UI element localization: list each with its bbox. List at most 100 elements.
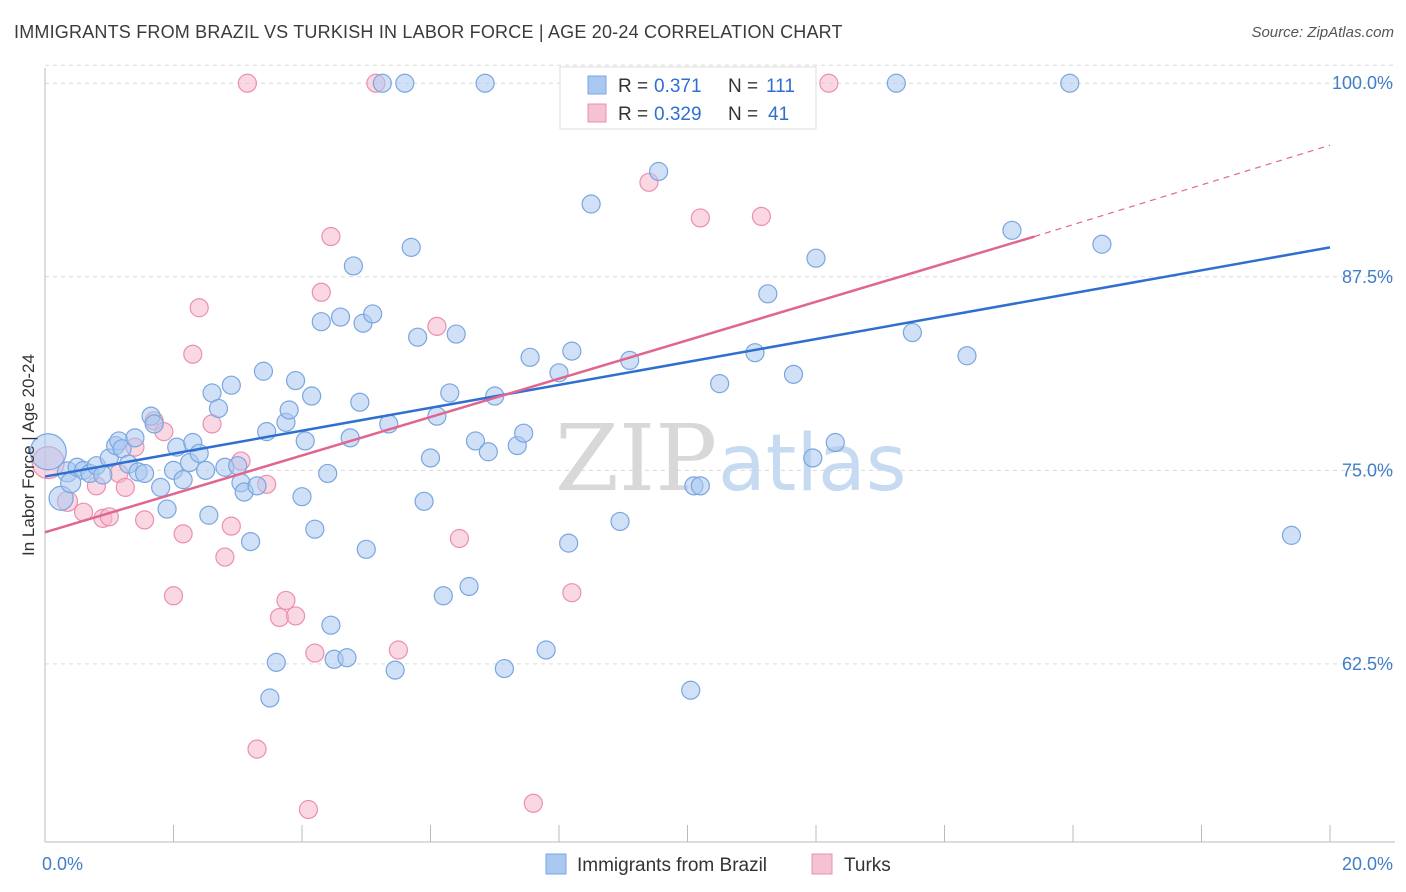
brazil-point-95 bbox=[745, 343, 765, 363]
brazil-trend-line bbox=[44, 246, 1331, 478]
x-tick-label-1: 20.0% bbox=[1342, 854, 1393, 874]
turks-point-26 bbox=[298, 799, 319, 820]
turks-point-13 bbox=[173, 524, 193, 544]
grid-lines bbox=[45, 64, 1395, 665]
turks-point-27 bbox=[305, 643, 325, 663]
brazil-point-19 bbox=[151, 477, 171, 497]
brazil-point-14 bbox=[125, 428, 145, 448]
legend-n-value-brazil: 111 bbox=[766, 76, 795, 97]
legend-r-label-brazil: R = bbox=[618, 76, 648, 97]
brazil-point-36 bbox=[241, 531, 261, 552]
y-tick-label-0: 62.5% bbox=[1342, 654, 1393, 674]
series-legend-swatch-brazil bbox=[545, 853, 567, 875]
brazil-point-37 bbox=[247, 476, 267, 496]
brazil-point-27 bbox=[196, 460, 216, 480]
brazil-point-93 bbox=[690, 476, 710, 496]
brazil-point-67 bbox=[414, 491, 434, 511]
brazil-point-8 bbox=[93, 465, 113, 485]
turks-point-12 bbox=[163, 586, 184, 606]
brazil-point-102 bbox=[886, 73, 906, 93]
brazil-point-47 bbox=[302, 386, 322, 406]
brazil-point-28 bbox=[199, 505, 219, 525]
series-legend-swatch-turks bbox=[811, 853, 833, 875]
y-axis-label: In Labor Force | Age 20-24 bbox=[19, 354, 38, 556]
brazil-point-85 bbox=[562, 341, 582, 361]
y-tick-labels: 62.5% 75.0% 87.5% 100.0% bbox=[1332, 73, 1393, 674]
brazil-point-94 bbox=[710, 374, 730, 394]
turks-point-9 bbox=[134, 510, 155, 530]
brazil-point-105 bbox=[1002, 220, 1022, 240]
turks-point-24 bbox=[276, 590, 296, 611]
legend-n-label-brazil: N = bbox=[728, 76, 758, 97]
legend-r-value-brazil: 0.371 bbox=[654, 76, 702, 97]
brazil-point-78 bbox=[494, 658, 514, 679]
turks-point-40 bbox=[819, 73, 839, 93]
turks-point-34 bbox=[523, 793, 543, 813]
brazil-point-38 bbox=[253, 361, 274, 381]
legend-r-value-turks: 0.329 bbox=[654, 104, 702, 125]
turks-point-21 bbox=[247, 739, 267, 759]
series-legend-label-brazil: Immigrants from Brazil bbox=[577, 855, 767, 876]
brazil-point-0 bbox=[29, 433, 67, 471]
legend-n-label-turks: N = bbox=[728, 104, 758, 125]
brazil-point-66 bbox=[408, 327, 428, 347]
brazil-point-72 bbox=[446, 324, 466, 344]
turks-point-23 bbox=[269, 607, 290, 628]
brazil-point-63 bbox=[385, 660, 405, 680]
brazil-point-18 bbox=[144, 414, 164, 434]
brazil-point-23 bbox=[173, 470, 193, 490]
turks-point-28 bbox=[311, 282, 331, 302]
brazil-point-108 bbox=[1281, 525, 1302, 545]
stats-legend: R = 0.371 N = 111 R = 0.329 N = 41 bbox=[559, 66, 817, 130]
legend-swatch-turks bbox=[587, 103, 607, 123]
legend-r-label-turks: R = bbox=[618, 104, 648, 125]
brazil-point-50 bbox=[318, 463, 338, 484]
brazil-point-103 bbox=[902, 322, 922, 343]
turks-point-14 bbox=[183, 344, 203, 364]
brazil-point-56 bbox=[343, 256, 363, 276]
legend-n-value-turks: 41 bbox=[768, 104, 789, 125]
turks-point-29 bbox=[321, 226, 341, 247]
brazil-point-51 bbox=[321, 615, 341, 635]
brazil-point-61 bbox=[372, 73, 392, 93]
brazil-point-54 bbox=[337, 648, 357, 668]
brazil-point-81 bbox=[520, 347, 540, 367]
brazil-point-75 bbox=[475, 73, 495, 93]
brazil-point-88 bbox=[610, 511, 630, 532]
brazil-point-99 bbox=[803, 448, 823, 468]
turks-point-37 bbox=[690, 208, 710, 228]
brazil-point-49 bbox=[311, 312, 331, 332]
brazil-point-40 bbox=[266, 652, 286, 672]
brazil-point-73 bbox=[459, 576, 479, 597]
chart-title: IMMIGRANTS FROM BRAZIL VS TURKISH IN LAB… bbox=[14, 22, 843, 42]
turks-point-18 bbox=[221, 516, 241, 536]
brazil-point-20 bbox=[157, 499, 177, 519]
turks-point-32 bbox=[427, 316, 447, 336]
legend-swatch-brazil bbox=[587, 75, 607, 95]
y-tick-label-2: 87.5% bbox=[1342, 267, 1393, 287]
brazil-point-71 bbox=[440, 383, 460, 403]
brazil-point-74 bbox=[465, 431, 486, 451]
brazil-point-64 bbox=[395, 73, 415, 93]
brazil-point-46 bbox=[295, 431, 315, 451]
brazil-point-90 bbox=[648, 161, 669, 182]
brazil-point-48 bbox=[305, 519, 325, 539]
watermark: ZIP atlas bbox=[555, 405, 907, 512]
brazil-point-43 bbox=[279, 400, 299, 420]
brazil-points bbox=[29, 73, 1302, 708]
brazil-point-16 bbox=[134, 463, 155, 484]
brazil-point-65 bbox=[401, 237, 421, 257]
brazil-point-107 bbox=[1092, 234, 1112, 254]
y-tick-label-3: 100.0% bbox=[1332, 73, 1393, 93]
brazil-point-96 bbox=[758, 284, 778, 304]
x-tick-label-0: 0.0% bbox=[42, 854, 83, 874]
brazil-point-70 bbox=[433, 586, 453, 606]
brazil-point-68 bbox=[420, 448, 441, 468]
turks-point-38 bbox=[751, 206, 771, 226]
brazil-point-91 bbox=[681, 680, 701, 700]
brazil-point-84 bbox=[559, 533, 579, 553]
brazil-point-97 bbox=[783, 364, 804, 384]
turks-point-35 bbox=[562, 583, 582, 603]
brazil-point-104 bbox=[957, 346, 977, 366]
